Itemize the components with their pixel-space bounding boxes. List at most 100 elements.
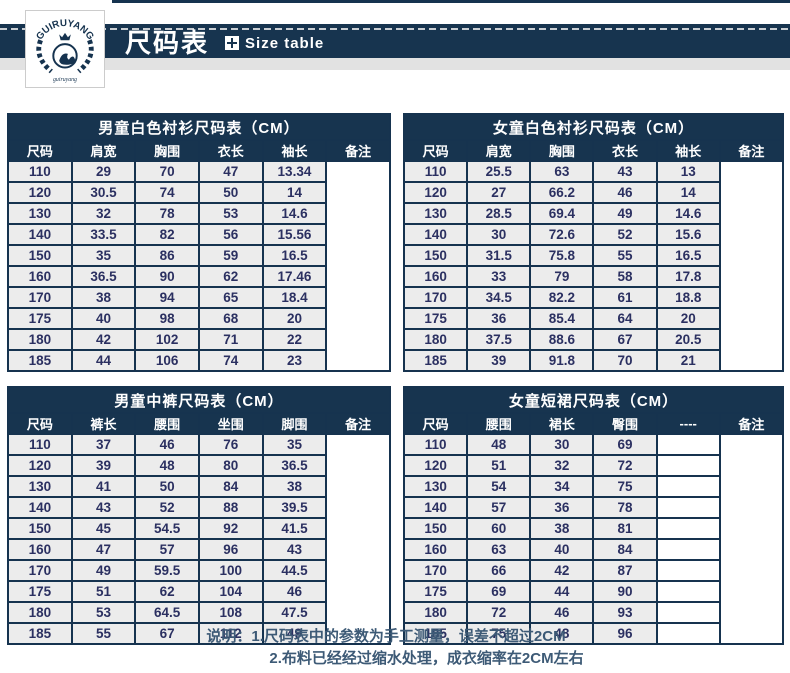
size-tables-grid: 男童白色衬衫尺码表（CM） 尺码 肩宽 胸围 衣长 袖长 备注 110 29 70 47 13.34 1… (7, 113, 785, 645)
table-cell: 46 (134, 433, 200, 456)
table-cell: 75 (466, 622, 532, 645)
table-cell: 34 (529, 475, 595, 498)
table-cell: 170 (7, 286, 73, 309)
table-cell: 92 (197, 517, 264, 540)
table-cell: 86 (134, 244, 200, 267)
table-cell: 36 (529, 496, 595, 519)
table-cell (655, 433, 721, 456)
table-cell: 18.8 (655, 286, 721, 309)
table-cell: 72 (592, 454, 658, 477)
table-cell: 57 (466, 496, 532, 519)
table-cell: 185 (7, 622, 73, 645)
table-cell: 140 (7, 223, 73, 246)
column-header: ---- (655, 412, 721, 435)
column-header: 备注 (325, 412, 391, 435)
table-cell (655, 580, 721, 603)
table-cell: 62 (197, 265, 264, 288)
notes-label: 说明： (206, 628, 252, 645)
table-cell: 66 (466, 559, 532, 582)
table-cell: 62 (134, 580, 200, 603)
table-cell: 43 (592, 160, 658, 183)
table-cell: 43 (261, 538, 328, 561)
column-header: 坐围 (197, 412, 264, 435)
table-cell: 88.6 (529, 328, 595, 351)
table-cell: 93 (592, 601, 658, 624)
table-cell: 53 (70, 601, 137, 624)
size-table: 男童白色衬衫尺码表（CM） 尺码 肩宽 胸围 衣长 袖长 备注 110 29 70 47 13.34 1… (7, 113, 391, 372)
table-cell: 36 (466, 307, 532, 330)
table-cell (655, 454, 721, 477)
table-cell (655, 517, 721, 540)
plus-icon (225, 36, 240, 50)
table-cell: 20 (655, 307, 721, 330)
table-cell: 42 (529, 559, 595, 582)
table-cell: 98 (134, 307, 200, 330)
table-cell: 110 (7, 160, 73, 183)
table-cell: 82.2 (529, 286, 595, 309)
table-cell: 140 (402, 496, 469, 519)
table-cell: 74 (134, 181, 200, 204)
table-cell: 84 (592, 538, 658, 561)
table-cell: 38 (70, 286, 137, 309)
table-cell: 29 (70, 160, 137, 183)
gray-divider-strip (0, 58, 790, 70)
table-cell: 78 (134, 202, 200, 225)
table-cell: 61 (592, 286, 658, 309)
table-cell (655, 601, 721, 624)
remark-cell (718, 433, 785, 645)
table-cell: 47 (70, 538, 137, 561)
header-band: 尺码表 Size table (0, 24, 790, 58)
table-cell: 72.6 (529, 223, 595, 246)
column-header: 袖长 (261, 139, 328, 162)
table-cell: 30 (529, 433, 595, 456)
table-cell: 49 (261, 622, 328, 645)
top-rule (112, 0, 790, 3)
table-cell (655, 475, 721, 498)
table-cell: 14.6 (655, 202, 721, 225)
table-cell: 18.4 (261, 286, 328, 309)
table-cell: 55 (592, 244, 658, 267)
table-cell: 170 (402, 559, 469, 582)
table-cell: 16.5 (261, 244, 328, 267)
table-cell: 17.8 (655, 265, 721, 288)
table-cell (655, 496, 721, 519)
column-header: 胸围 (134, 139, 200, 162)
table-cell: 170 (402, 286, 469, 309)
table-cell: 54.5 (134, 517, 200, 540)
table-cell: 17.46 (261, 265, 328, 288)
table-cell: 63 (466, 538, 532, 561)
table-cell: 14 (261, 181, 328, 204)
column-header: 臀围 (592, 412, 658, 435)
table-cell: 35 (70, 244, 137, 267)
table-cell: 66.2 (529, 181, 595, 204)
table-cell: 68 (197, 307, 264, 330)
table-cell: 64.5 (134, 601, 200, 624)
table-cell: 39 (70, 454, 137, 477)
table-cell: 67 (592, 328, 658, 351)
table-cell: 30 (466, 223, 532, 246)
table-cell: 33 (466, 265, 532, 288)
table-cell: 42 (70, 328, 137, 351)
table-cell: 14.6 (261, 202, 328, 225)
table-cell: 110 (402, 433, 469, 456)
table-cell: 180 (7, 328, 73, 351)
table-cell: 130 (7, 475, 73, 498)
table-cell: 72 (466, 601, 532, 624)
table-cell: 55 (70, 622, 137, 645)
table-cell: 37 (70, 433, 137, 456)
table-cell: 110 (7, 433, 73, 456)
table-cell: 57 (134, 538, 200, 561)
table-cell: 140 (7, 496, 73, 519)
girls-shirt-size-table: 女童白色衬衫尺码表（CM） 尺码 肩宽 胸围 衣长 袖长 备注 110 25.5 63 43 13 12… (402, 113, 785, 372)
table-cell: 69 (592, 433, 658, 456)
table-cell: 150 (402, 517, 469, 540)
table-cell: 180 (402, 601, 469, 624)
table-cell: 69 (466, 580, 532, 603)
table-cell: 70 (592, 349, 658, 372)
column-header: 衣长 (197, 139, 264, 162)
table-cell: 32 (70, 202, 137, 225)
table-cell: 48 (134, 454, 200, 477)
brand-badge-icon: GUIRUYANG guiruyang (34, 18, 95, 83)
column-header: 脚围 (261, 412, 328, 435)
table-cell: 69.4 (529, 202, 595, 225)
